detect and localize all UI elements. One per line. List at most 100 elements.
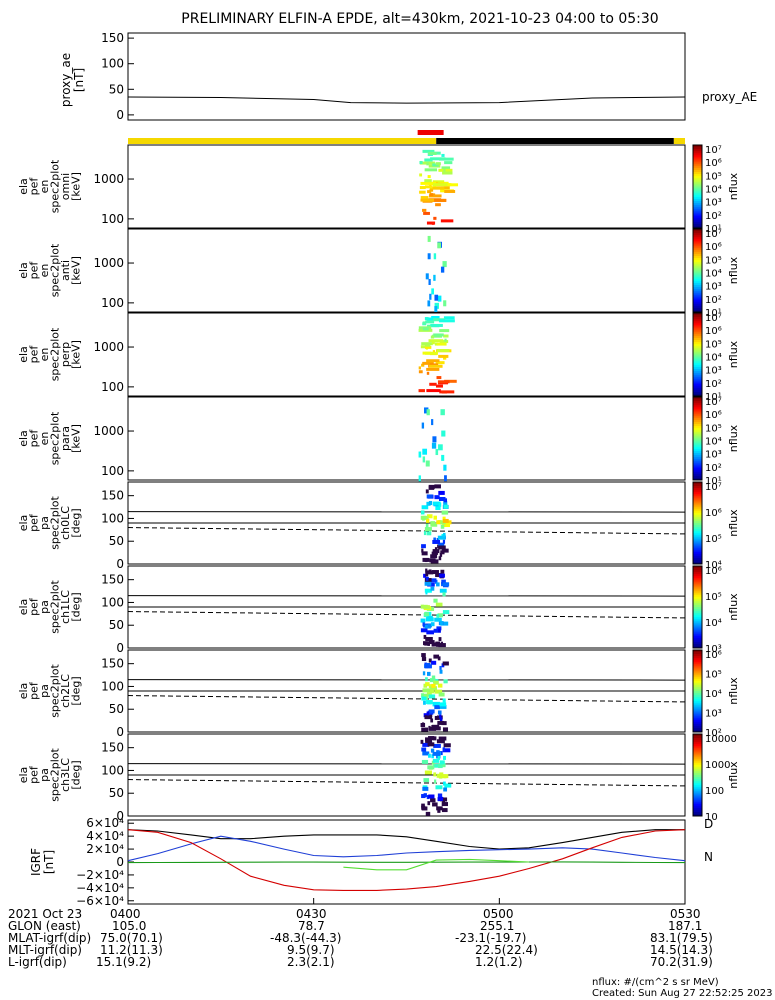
footer-tick-0400: 0400 <box>110 907 141 921</box>
ae-ytick-label: 100 <box>101 57 124 71</box>
colorbar-label: nflux <box>727 509 740 537</box>
heat-cell <box>433 628 441 633</box>
zone-bar-segment-1 <box>436 138 674 144</box>
ae-ytick-label: 0 <box>116 108 124 122</box>
heat-cell <box>441 166 451 170</box>
heat-cell <box>438 444 443 451</box>
heat-cell <box>432 751 441 756</box>
heat-cell <box>442 516 446 521</box>
colorbar-cell <box>693 272 702 276</box>
colorbar-cell <box>693 518 702 522</box>
heat-cell <box>428 709 435 714</box>
colorbar-cell <box>693 415 702 419</box>
colorbar-cell <box>693 339 702 343</box>
colorbar-cell <box>693 475 702 479</box>
colorbar-cell <box>693 539 702 542</box>
colorbar-cell <box>693 803 702 807</box>
heat-cell <box>443 774 447 779</box>
heat-cell <box>425 677 428 682</box>
heat-cell <box>427 324 431 328</box>
ylabel-line: perp <box>59 342 72 367</box>
colorbar-cell <box>693 523 702 526</box>
colorbar-cell <box>693 631 702 635</box>
colorbar-cell <box>693 155 702 158</box>
colorbar-cell <box>693 613 702 616</box>
heat-cell <box>444 161 453 165</box>
heat-cell <box>426 409 430 416</box>
colorbar-cell <box>693 781 702 784</box>
heat-cell <box>422 688 430 693</box>
heat-cell <box>432 802 438 807</box>
colorbar-cell <box>693 805 702 809</box>
colorbar-cell <box>693 401 702 404</box>
colorbar-cell <box>693 607 702 610</box>
colorbar-cell <box>693 203 702 206</box>
heat-cell <box>426 795 430 800</box>
heat-cell <box>431 419 434 426</box>
heat-cell <box>434 342 439 346</box>
heat-cell <box>423 778 430 783</box>
colorbar-frame <box>692 649 703 733</box>
colorbar-cell <box>693 674 702 678</box>
heat-cell <box>436 773 441 778</box>
colorbar-cell <box>693 446 702 450</box>
heat-cell <box>425 636 433 641</box>
colorbar-cell <box>693 549 702 553</box>
colorbar-cell <box>693 742 702 745</box>
heat-cell <box>422 149 435 153</box>
heat-cell <box>444 189 456 193</box>
heat-cell <box>439 588 447 593</box>
heat-cell <box>439 552 443 557</box>
ytick-label: 1000 <box>93 424 124 438</box>
heat-cell <box>419 190 426 194</box>
heat-cell <box>437 535 446 540</box>
colorbar-cell <box>693 697 702 700</box>
heat-cell <box>431 660 437 665</box>
ylabel-line: pef <box>28 765 41 784</box>
ylabel-line: [deg] <box>70 760 83 789</box>
heat-cell <box>425 570 434 575</box>
heat-cell <box>442 523 451 528</box>
colorbar-tick-label: 10⁶ <box>705 158 722 169</box>
heat-cell <box>442 748 451 753</box>
heat-cell <box>418 370 423 374</box>
igrf-ylabel-text: IGRF <box>29 848 43 876</box>
heat-cell <box>442 171 453 175</box>
heat-cell <box>424 407 429 414</box>
colorbar-cell <box>693 364 702 368</box>
heat-cell <box>438 774 443 779</box>
ylabel-line: en <box>38 264 51 278</box>
heat-cell <box>443 183 459 187</box>
colorbar-cell <box>693 393 702 397</box>
colorbar-cell <box>693 335 702 339</box>
heat-cell <box>428 484 435 489</box>
colorbar-cell <box>693 417 702 421</box>
colorbar-cell <box>693 508 702 512</box>
ylabel-line: pef <box>28 681 41 700</box>
heat-cell <box>435 550 438 555</box>
heat-cell <box>425 523 429 528</box>
heat-cell <box>421 696 427 701</box>
heat-cell <box>443 504 449 509</box>
colorbar-cell <box>693 688 702 692</box>
heat-cell <box>424 317 429 321</box>
heat-cell <box>425 617 434 622</box>
heat-cell <box>442 698 446 703</box>
colorbar-label: nflux <box>727 256 740 284</box>
colorbar-cell <box>693 192 702 196</box>
colorbar-cell <box>693 266 702 269</box>
colorbar-cell <box>693 207 702 210</box>
colorbar-cell <box>693 196 702 200</box>
colorbar-cell <box>693 375 702 378</box>
colorbar-cell <box>693 184 702 187</box>
colorbar-tick-label: 10² <box>705 379 722 390</box>
colorbar-cell <box>693 247 702 251</box>
ylabel-line: spec2plot <box>49 411 62 465</box>
heat-cell <box>425 343 431 347</box>
ytick-label: 100 <box>101 464 124 478</box>
ylabel-line: pa <box>38 768 51 782</box>
